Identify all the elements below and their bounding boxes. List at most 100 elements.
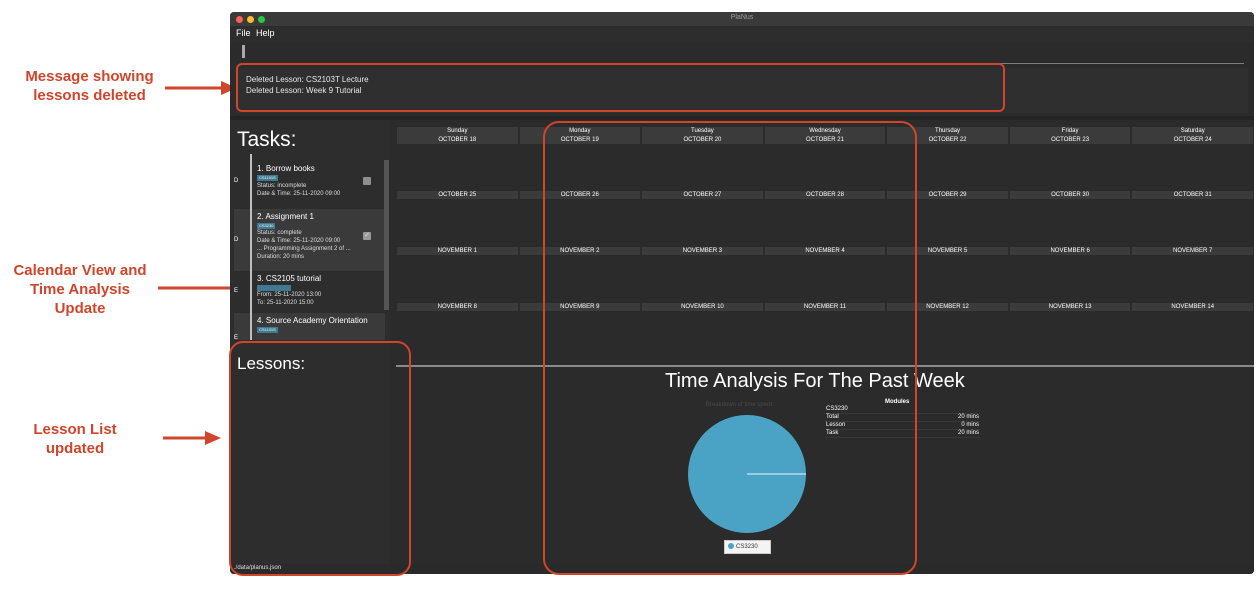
calendar-date-cell[interactable]: OCTOBER 28 — [764, 191, 886, 199]
task-from: From: 25-11-2020 13:00 — [257, 292, 322, 298]
task-list[interactable]: D 1. Borrow books CS1101S Status: incomp… — [234, 154, 385, 340]
calendar-date-cell[interactable]: NOVEMBER 11 — [764, 303, 886, 311]
calendar-day-header: Friday — [1009, 127, 1131, 136]
task-status: Status: complete — [257, 230, 302, 236]
result-display: Deleted Lesson: CS2103T Lecture Deleted … — [236, 68, 1248, 113]
calendar-date-cell[interactable]: NOVEMBER 1 — [397, 247, 518, 255]
storage-path: ./data/planus.json — [234, 565, 282, 571]
window-title: PlaNus — [730, 14, 754, 21]
module-task-row: Task 20 mins — [825, 430, 980, 438]
time-breakdown-pie-chart — [688, 415, 806, 533]
task-card[interactable]: D 2. Assignment 1 CS3230 Status: complet… — [234, 209, 385, 271]
calendar-day-header: Thursday — [887, 127, 1008, 136]
calendar-date-cell[interactable]: OCTOBER 31 — [1132, 191, 1253, 199]
calendar-date-cell[interactable]: OCTOBER 21 — [764, 136, 886, 144]
task-name: 1. Borrow books — [257, 164, 315, 173]
task-card-bar — [250, 154, 252, 209]
task-type: E — [234, 335, 239, 340]
task-type: E — [234, 288, 239, 294]
status-bar: ./data/planus.json — [230, 564, 1254, 574]
calendar-date-cell[interactable]: NOVEMBER 8 — [397, 303, 518, 311]
module-name-row: CS3230 — [825, 406, 980, 414]
maximize-window-button[interactable] — [258, 16, 265, 23]
row-value: 20 mins — [957, 430, 979, 436]
pie-legend: CS3230 — [724, 540, 771, 554]
calendar-date-cell[interactable]: OCTOBER 29 — [887, 191, 1008, 199]
calendar-date-cell[interactable]: NOVEMBER 12 — [887, 303, 1008, 311]
task-checkbox[interactable] — [363, 177, 371, 185]
calendar-date-cell[interactable]: OCTOBER 25 — [397, 191, 518, 199]
task-card-bar — [250, 271, 252, 313]
tasks-heading: Tasks: — [237, 128, 297, 151]
app-window: PlaNus File Help Deleted Lesson: CS2103T… — [230, 12, 1254, 574]
task-card[interactable]: E 4. Source Academy Orientation CS1101S — [234, 313, 385, 340]
calendar-date-cell[interactable]: NOVEMBER 6 — [1009, 247, 1131, 255]
menu-file[interactable]: File — [236, 28, 251, 38]
task-datetime: Date & Time: 25-11-2020 09:00 — [257, 238, 341, 244]
task-module-tag — [257, 285, 291, 291]
time-analysis-title: Time Analysis For The Past Week — [665, 370, 965, 392]
calendar-day-header: Sunday — [397, 127, 518, 136]
calendar-date-cell[interactable]: NOVEMBER 13 — [1009, 303, 1131, 311]
calendar-date-cell[interactable]: OCTOBER 27 — [642, 191, 763, 199]
calendar-date-cell[interactable]: OCTOBER 26 — [519, 191, 641, 199]
calendar-date-cell[interactable]: NOVEMBER 10 — [642, 303, 763, 311]
calendar-date-cell[interactable]: OCTOBER 20 — [642, 136, 763, 144]
highlight-calendar-box — [543, 121, 917, 575]
pie-chart-title: Breakdown of time spent — [706, 402, 773, 408]
left-pane: Tasks: D 1. Borrow books CS1101S Status:… — [230, 120, 390, 568]
calendar-date-cell[interactable]: NOVEMBER 5 — [887, 247, 1008, 255]
result-line: Deleted Lesson: Week 9 Tutorial — [246, 86, 362, 95]
highlight-result-box — [236, 63, 1005, 112]
task-type: D — [234, 237, 239, 243]
calendar-analysis-divider — [396, 365, 1254, 367]
close-window-button[interactable] — [236, 16, 243, 23]
annotation-message-deleted: Message showing lessons deleted — [25, 68, 154, 104]
calendar-date-cell[interactable]: OCTOBER 23 — [1009, 136, 1131, 144]
task-module-tag: CS3230 — [257, 223, 276, 229]
calendar-date-cell[interactable]: OCTOBER 18 — [397, 136, 518, 144]
calendar-day-header: Wednesday — [764, 127, 886, 136]
module-total-row: Total 20 mins — [825, 414, 980, 422]
annotation-calendar-time: Calendar View and Time Analysis Update — [13, 262, 147, 317]
calendar-date-cell[interactable]: NOVEMBER 3 — [642, 247, 763, 255]
calendar-date-cell[interactable]: NOVEMBER 2 — [519, 247, 641, 255]
calendar-date-cell[interactable]: NOVEMBER 7 — [1132, 247, 1253, 255]
task-status: Status: incomplete — [257, 183, 307, 189]
task-name: 4. Source Academy Orientation — [257, 316, 368, 325]
calendar-date-cell[interactable]: OCTOBER 19 — [519, 136, 641, 144]
calendar-date-cell[interactable]: NOVEMBER 14 — [1132, 303, 1253, 311]
task-card-bar — [250, 209, 252, 271]
module-lesson-row: Lesson 0 mins — [825, 422, 980, 430]
annotation-lesson-list: Lesson List updated — [33, 421, 117, 457]
calendar-date-cell[interactable]: NOVEMBER 4 — [764, 247, 886, 255]
menu-help[interactable]: Help — [256, 28, 275, 38]
task-list-scrollbar[interactable] — [384, 160, 389, 310]
task-checkbox-checked[interactable]: ✓ — [363, 232, 371, 240]
task-card-bar — [250, 313, 252, 340]
pane-divider[interactable] — [230, 116, 1254, 120]
calendar-date-cell[interactable]: NOVEMBER 9 — [519, 303, 641, 311]
task-module-tag: CS1101S — [257, 327, 278, 333]
task-to: To: 25-11-2020 15:00 — [257, 300, 314, 306]
modules-table: CS3230 Total 20 mins Lesson 0 mins Task 20 … — [825, 406, 980, 438]
legend-dot — [728, 543, 734, 550]
task-datetime: Date & Time: 25-11-2020 09:00 — [257, 191, 341, 197]
annotation-arrow-message — [165, 81, 237, 95]
calendar-day-header: Tuesday — [642, 127, 763, 136]
annotation-arrow-lesson — [163, 431, 221, 445]
command-cursor — [242, 45, 245, 58]
result-line: Deleted Lesson: CS2103T Lecture — [246, 75, 369, 84]
task-module-tag: CS1101S — [257, 175, 278, 181]
calendar-date-cell[interactable]: OCTOBER 24 — [1132, 136, 1253, 144]
lessons-heading: Lessons: — [237, 354, 306, 373]
task-card[interactable]: E 3. CS2105 tutorial From: 25-11-2020 13… — [234, 271, 385, 313]
calendar-day-header: Monday — [519, 127, 641, 136]
calendar-date-cell[interactable]: OCTOBER 22 — [887, 136, 1008, 144]
calendar-date-cell[interactable]: OCTOBER 30 — [1009, 191, 1131, 199]
task-name: 2. Assignment 1 — [257, 212, 314, 221]
minimize-window-button[interactable] — [247, 16, 254, 23]
task-description: ... Programming Assignment 2 of ... — [257, 246, 351, 252]
row-label: Total — [826, 414, 839, 420]
task-card[interactable]: D 1. Borrow books CS1101S Status: incomp… — [234, 154, 385, 209]
